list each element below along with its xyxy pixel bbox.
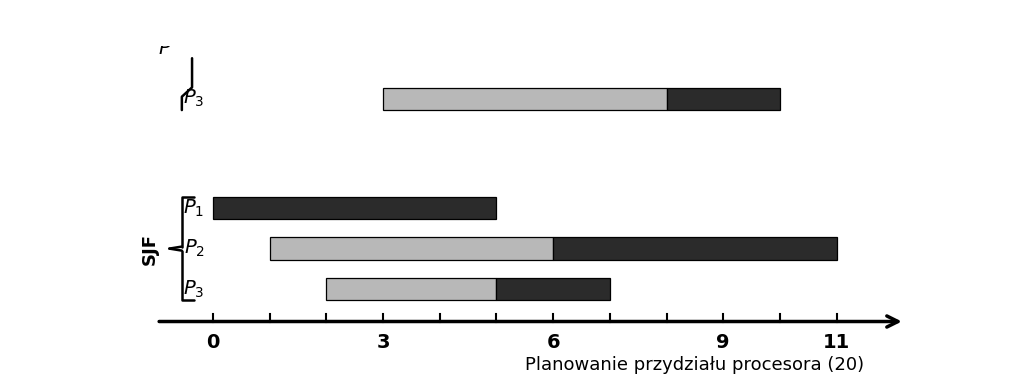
Bar xyxy=(383,88,667,110)
Text: Planowanie przydziału procesora (20): Planowanie przydziału procesora (20) xyxy=(525,356,864,374)
Text: $P_1$: $P_1$ xyxy=(183,197,205,219)
Text: $P$: $P$ xyxy=(158,39,172,58)
Bar xyxy=(213,197,497,219)
Bar xyxy=(269,237,553,260)
Text: 3: 3 xyxy=(377,333,390,352)
Text: $P_3$: $P_3$ xyxy=(183,278,205,300)
Bar xyxy=(327,278,497,300)
Text: 9: 9 xyxy=(717,333,730,352)
Text: 6: 6 xyxy=(547,333,560,352)
Bar xyxy=(553,237,837,260)
Text: SJF: SJF xyxy=(140,233,159,265)
Text: 0: 0 xyxy=(207,333,220,352)
Bar xyxy=(667,88,780,110)
Bar xyxy=(497,278,610,300)
Text: 11: 11 xyxy=(823,333,850,352)
Text: $P_2$: $P_2$ xyxy=(183,238,205,259)
Text: $P_3$: $P_3$ xyxy=(183,88,205,109)
